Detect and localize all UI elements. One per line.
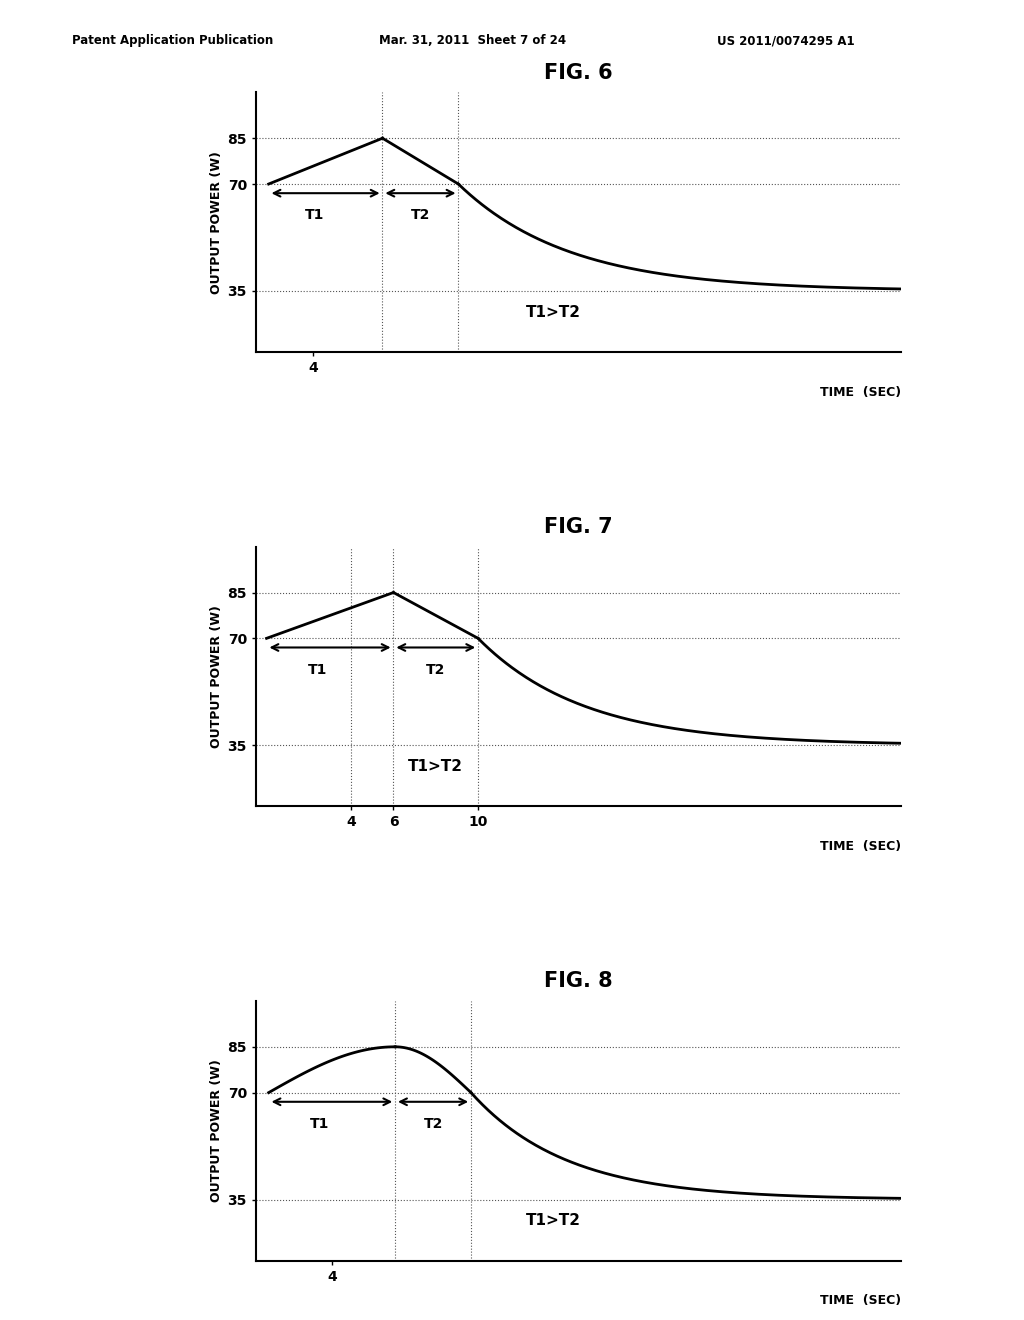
Text: T1: T1	[307, 663, 327, 677]
Text: T2: T2	[426, 663, 445, 677]
Title: FIG. 8: FIG. 8	[544, 972, 613, 991]
Text: T2: T2	[423, 1117, 442, 1131]
Y-axis label: OUTPUT POWER (W): OUTPUT POWER (W)	[210, 1060, 223, 1203]
Title: FIG. 7: FIG. 7	[544, 517, 613, 537]
Y-axis label: OUTPUT POWER (W): OUTPUT POWER (W)	[210, 150, 223, 293]
Y-axis label: OUTPUT POWER (W): OUTPUT POWER (W)	[210, 605, 223, 748]
Text: T1>T2: T1>T2	[525, 305, 581, 319]
Text: T1>T2: T1>T2	[409, 759, 463, 774]
Text: Patent Application Publication: Patent Application Publication	[72, 34, 273, 48]
Text: T1: T1	[309, 1117, 329, 1131]
Text: T1: T1	[304, 209, 324, 223]
Text: TIME  (SEC): TIME (SEC)	[820, 840, 901, 853]
Title: FIG. 6: FIG. 6	[544, 62, 613, 83]
Text: US 2011/0074295 A1: US 2011/0074295 A1	[717, 34, 854, 48]
Text: T1>T2: T1>T2	[525, 1213, 581, 1229]
Text: Mar. 31, 2011  Sheet 7 of 24: Mar. 31, 2011 Sheet 7 of 24	[379, 34, 566, 48]
Text: TIME  (SEC): TIME (SEC)	[820, 385, 901, 399]
Text: TIME  (SEC): TIME (SEC)	[820, 1295, 901, 1307]
Text: T2: T2	[411, 209, 430, 223]
